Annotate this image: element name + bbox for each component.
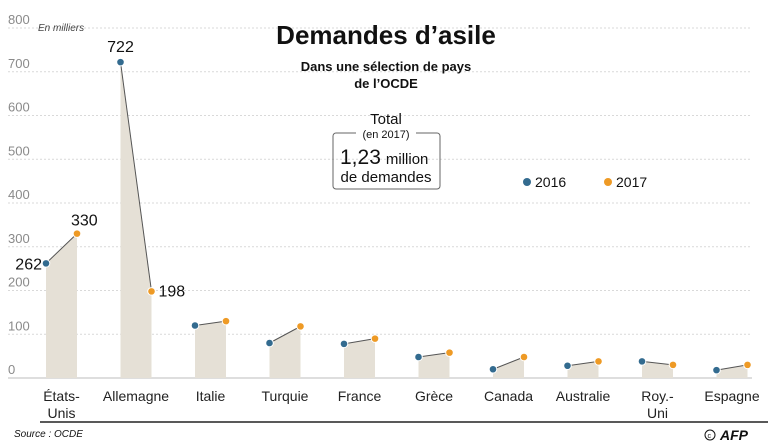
point-2016: [190, 321, 200, 330]
area-fill: [418, 352, 450, 378]
point-2017: [519, 352, 529, 362]
total-box-sub-bg: [356, 128, 416, 140]
data-label: 330: [71, 213, 98, 230]
category-label: États-: [43, 388, 80, 404]
connector-line: [194, 320, 227, 326]
category-label: Unis: [47, 405, 75, 421]
chart-subtitle-line-2: de l’OCDE: [354, 76, 418, 91]
category-label: Canada: [484, 388, 533, 404]
point-2017: [594, 357, 603, 366]
connector-line: [716, 364, 748, 371]
category-label: Australie: [556, 388, 611, 404]
area-fills: [46, 62, 748, 378]
connector-line: [343, 338, 376, 345]
data-labels: 262 330 722 198: [15, 39, 185, 300]
y-tick-label: 300: [8, 231, 30, 246]
logo-text: AFP: [719, 427, 749, 443]
connector-line: [269, 325, 301, 344]
x-axis-categories: États-Unis Allemagne Italie Turquie France Gr…: [43, 388, 760, 421]
data-label: 198: [159, 283, 186, 300]
point-2017: [743, 360, 752, 370]
total-line-2: de demandes: [341, 169, 432, 186]
data-points: [41, 57, 752, 375]
chart-title: Demandes d’asile: [276, 20, 496, 50]
area-fill: [344, 338, 375, 378]
category-label: Allemagne: [103, 388, 169, 404]
point-2017: [445, 348, 454, 357]
point-2016: [414, 352, 423, 362]
connector-line: [641, 360, 674, 366]
connector-line: [418, 352, 450, 358]
y-tick-label: 100: [8, 318, 30, 333]
point-2016: [41, 259, 51, 268]
connector-line: [120, 62, 152, 292]
point-2017: [72, 229, 82, 238]
area-fill: [120, 62, 152, 378]
y-tick-label: 500: [8, 143, 30, 158]
point-2016: [712, 365, 721, 375]
category-label: Espagne: [704, 388, 759, 404]
point-2017: [221, 316, 231, 326]
point-2016: [265, 338, 274, 348]
y-axis-ticks: 0 100 200 300 400 500 600 700 800: [8, 12, 30, 377]
legend: 2016 2017: [523, 174, 647, 190]
point-2017: [370, 334, 380, 343]
area-fill: [642, 361, 673, 378]
point-2016: [563, 361, 572, 371]
point-2016: [488, 364, 498, 374]
category-label: Turquie: [262, 388, 309, 404]
connector-lines: [45, 62, 748, 371]
y-tick-label: 0: [8, 362, 15, 377]
area-fill: [716, 364, 748, 378]
point-2016: [116, 57, 125, 67]
area-fill: [493, 357, 524, 378]
total-box: Total (en 2017) 1,23 million de demandes: [332, 111, 441, 190]
legend-dot-2017: [604, 178, 612, 186]
total-value-suffix: million: [386, 151, 429, 168]
connector-line: [567, 360, 599, 367]
y-tick-label: 200: [8, 275, 30, 290]
y-tick-label: 700: [8, 56, 30, 71]
category-label: Roy.-: [641, 388, 674, 404]
connector-line: [45, 233, 78, 264]
unit-label: En milliers: [38, 23, 84, 34]
point-2017: [147, 287, 156, 296]
legend-label-2016: 2016: [535, 174, 566, 190]
total-sub: (en 2017): [362, 129, 409, 141]
category-label: Italie: [196, 388, 226, 404]
point-2016: [637, 357, 647, 366]
copyright-letter: c: [708, 433, 712, 440]
category-label: France: [338, 388, 382, 404]
area-fill: [46, 233, 77, 378]
y-tick-label: 800: [8, 12, 30, 27]
data-label: 722: [107, 39, 134, 56]
connector-line: [492, 356, 525, 370]
source-label: Source : OCDE: [14, 429, 83, 440]
y-tick-label: 600: [8, 100, 30, 115]
point-2017: [296, 322, 305, 331]
total-heading: Total: [370, 111, 402, 128]
total-value: 1,23: [340, 146, 381, 169]
area-fill: [195, 321, 226, 378]
category-label: Uni: [647, 405, 668, 421]
legend-dot-2016: [523, 178, 531, 186]
point-2016: [339, 339, 349, 349]
data-label: 262: [15, 256, 42, 273]
area-fill: [567, 361, 599, 378]
total-value-line: 1,23 million: [340, 146, 428, 169]
category-label: Grèce: [415, 388, 453, 404]
afp-logo: c AFP: [704, 427, 749, 443]
copyright-icon: [704, 429, 716, 441]
point-2017: [668, 360, 678, 370]
chart-subtitle-line-1: Dans une sélection de pays: [301, 59, 472, 74]
y-tick-label: 400: [8, 187, 30, 202]
legend-label-2017: 2017: [616, 174, 647, 190]
